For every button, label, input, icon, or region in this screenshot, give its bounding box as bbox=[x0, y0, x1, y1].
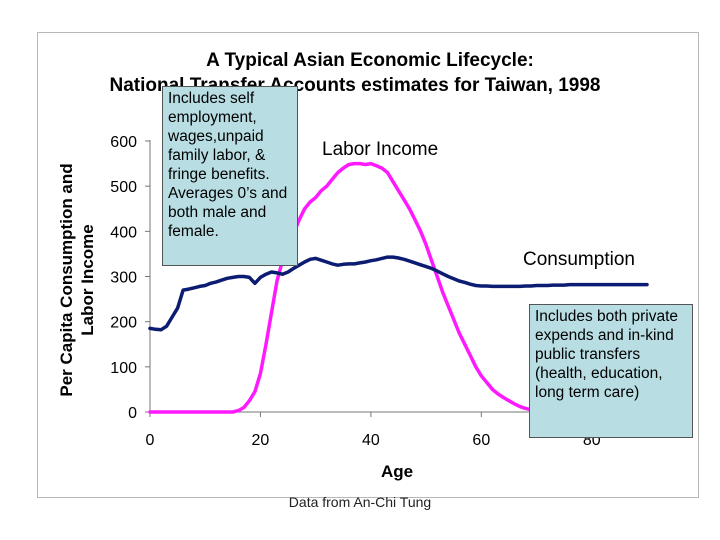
y-axis-label-line2: Labor Income bbox=[78, 224, 97, 335]
callout-labor-income-note: Includes self employment, wages,unpaid f… bbox=[162, 86, 298, 266]
callout-consumption-note: Includes both private expends and in-kin… bbox=[529, 304, 693, 438]
y-tick-label: 300 bbox=[110, 270, 137, 287]
series-label-consumption: Consumption bbox=[523, 249, 635, 270]
y-tick-label: 200 bbox=[110, 315, 137, 332]
source-note: Data from An-Chi Tung bbox=[288, 494, 432, 510]
x-axis-label: Age bbox=[381, 462, 413, 481]
x-tick-label: 20 bbox=[252, 432, 270, 449]
chart-title: A Typical Asian Economic Lifecycle: bbox=[206, 50, 534, 71]
x-tick-label: 40 bbox=[362, 432, 380, 449]
y-tick-label: 400 bbox=[110, 224, 137, 241]
series-line-consumption bbox=[148, 255, 649, 332]
y-tick-label: 100 bbox=[110, 360, 137, 377]
series-label-labor-income: Labor Income bbox=[322, 139, 438, 160]
y-axis-label-line1: Per Capita Consumption and bbox=[57, 163, 76, 396]
y-tick-label: 600 bbox=[110, 134, 137, 151]
chart-frame bbox=[37, 32, 699, 498]
x-tick-label: 0 bbox=[146, 432, 155, 449]
y-tick-label: 0 bbox=[128, 405, 137, 422]
x-tick-label: 60 bbox=[472, 432, 490, 449]
y-tick-label: 500 bbox=[110, 179, 137, 196]
